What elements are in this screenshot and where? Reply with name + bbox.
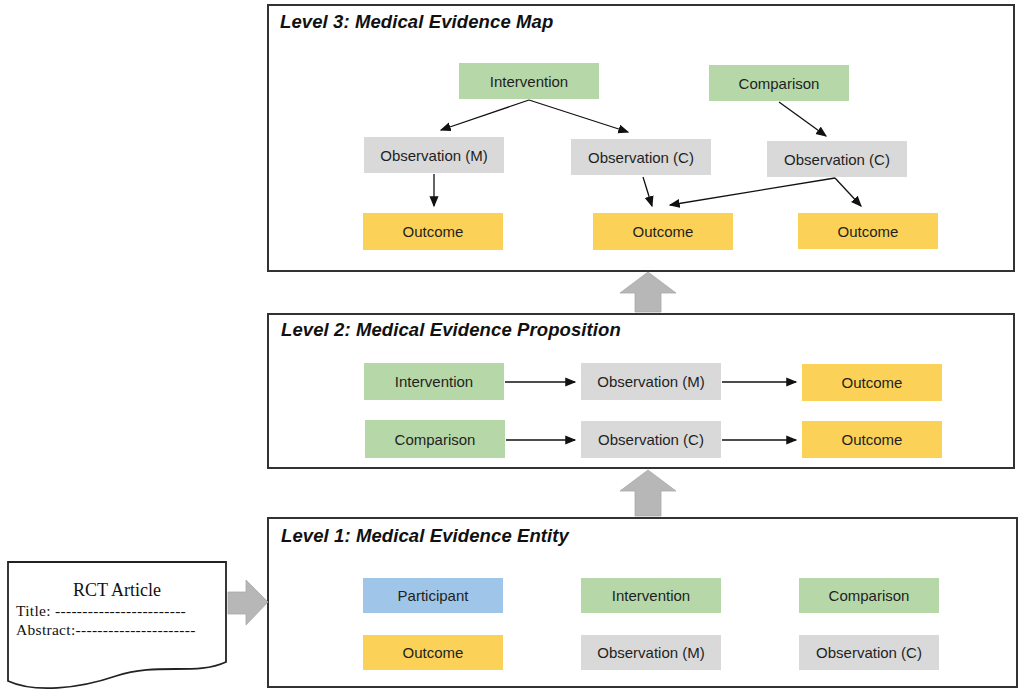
level2-outcome-row2-node: Outcome — [802, 421, 942, 458]
level3-outcome-right-node: Outcome — [798, 213, 938, 249]
level2-comparison-node: Comparison — [365, 420, 505, 458]
level2-intervention-node: Intervention — [364, 363, 504, 400]
level1-observation-m-node: Observation (M) — [581, 635, 721, 670]
up-arrow-level2-to-level3-icon — [620, 272, 676, 312]
level2-title: Level 2: Medical Evidence Proposition — [281, 319, 621, 341]
level3-observation-m-node: Observation (M) — [364, 137, 504, 173]
up-arrow-level1-to-level2-icon — [620, 470, 676, 516]
level3-outcome-left-node: Outcome — [363, 213, 503, 250]
level3-observation-c-right-node: Observation (C) — [767, 141, 907, 177]
level1-title: Level 1: Medical Evidence Entity — [281, 525, 569, 547]
rct-article-title-line: Title: ------------------------ — [16, 602, 186, 620]
level2-outcome-row1-node: Outcome — [802, 364, 942, 401]
rct-article-heading: RCT Article — [8, 580, 226, 601]
level1-observation-c-node: Observation (C) — [799, 635, 939, 670]
level1-comparison-node: Comparison — [799, 578, 939, 613]
level2-observation-c-node: Observation (C) — [581, 421, 721, 458]
level3-comparison-node: Comparison — [709, 65, 849, 101]
level1-intervention-node: Intervention — [581, 578, 721, 613]
level1-outcome-node: Outcome — [363, 635, 503, 670]
rct-article-abstract-line: Abstract:---------------------- — [16, 621, 196, 639]
level3-observation-c-mid-node: Observation (C) — [571, 139, 711, 175]
level3-title: Level 3: Medical Evidence Map — [280, 11, 553, 33]
level2-observation-m-node: Observation (M) — [581, 363, 721, 400]
right-arrow-document-to-level1-icon — [228, 580, 268, 625]
level1-participant-node: Participant — [363, 578, 503, 613]
level3-outcome-mid-node: Outcome — [593, 213, 733, 250]
level3-intervention-node: Intervention — [459, 63, 599, 99]
